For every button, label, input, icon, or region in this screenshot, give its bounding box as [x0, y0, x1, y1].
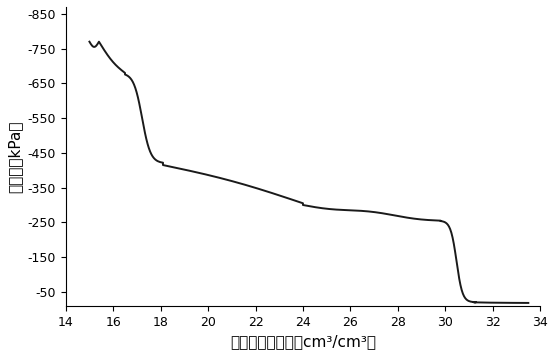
Y-axis label: 基质势（kPa）: 基质势（kPa）	[7, 120, 22, 193]
X-axis label: 体积未冻水含量（cm³/cm³）: 体积未冻水含量（cm³/cm³）	[230, 334, 376, 349]
